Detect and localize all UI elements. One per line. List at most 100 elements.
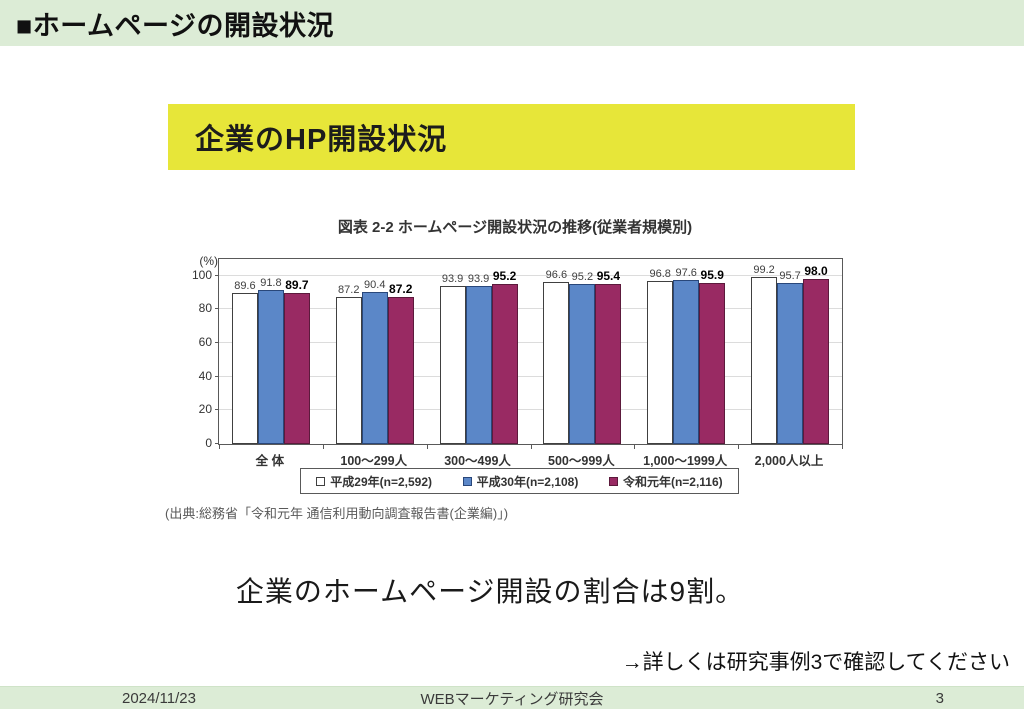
section-title-label: 企業のHP開設状況	[195, 124, 448, 156]
bar-value-label: 87.2	[389, 282, 413, 297]
x-axis-tick	[634, 444, 636, 449]
x-axis-tick	[842, 444, 843, 449]
bar-value-label: 89.6	[234, 280, 256, 293]
bar-value-label: 95.4	[596, 268, 621, 283]
legend-item: 平成29年(n=2,592)	[316, 473, 432, 490]
bar-value-label: 91.8	[260, 276, 282, 289]
footer-date: 2024/11/23	[122, 689, 196, 707]
bar-value-label: 99.2	[753, 264, 775, 277]
y-axis-unit-label: (%)	[199, 254, 218, 268]
chart-legend: 平成29年(n=2,592) 平成30年(n=2,108) 令和元年(n=2,116…	[300, 468, 739, 494]
y-axis-tick	[215, 342, 219, 344]
bar: 89.7	[283, 278, 310, 444]
source-citation: (出典:総務省「令和元年 通信利用動向調査報告書(企業編)」)	[165, 506, 509, 521]
footer-org-name: WEBマーケティング研究会	[420, 690, 604, 708]
bar-value-label: 96.8	[649, 268, 671, 281]
legend-marker	[316, 476, 326, 486]
bar: 95.9	[699, 268, 726, 444]
x-axis-label: 2,000人以上	[754, 454, 824, 468]
bar-group: 87.2 90.4 87.2	[323, 259, 427, 444]
slide-header-title: ■ホームページの開設状況	[16, 10, 334, 41]
bar: 98.0	[803, 264, 830, 444]
bar: 95.2	[491, 269, 518, 444]
bar-value-label: 95.9	[700, 267, 724, 282]
section-title-box: 企業のHP開設状況	[168, 104, 855, 170]
y-axis-label: 60	[198, 335, 212, 350]
bar: 93.9	[465, 273, 492, 444]
x-axis-tick	[738, 444, 740, 449]
gridline	[219, 308, 842, 310]
bar-value-label: 95.2	[492, 268, 517, 283]
legend-label: 平成29年(n=2,592)	[330, 474, 433, 489]
x-axis-label: 全 体	[255, 454, 285, 468]
y-axis-tick	[215, 274, 219, 276]
gridline	[219, 342, 842, 344]
bar-group: 96.6 95.2 95.4	[530, 259, 634, 444]
footer-band: 2024/11/23 WEBマーケティング研究会 3	[0, 686, 1024, 709]
bar: 95.2	[569, 271, 596, 444]
bar: 99.2	[751, 264, 778, 444]
x-axis-label: 100〜299人	[340, 454, 408, 468]
y-axis-tick	[215, 308, 219, 310]
y-axis-label: 100	[191, 267, 212, 282]
bar-value-label: 96.6	[545, 268, 568, 281]
bar-group: 96.8 97.6 95.9	[634, 259, 738, 444]
legend-marker	[462, 476, 472, 486]
bar-group: 93.9 93.9 95.2	[427, 259, 531, 444]
bar-value-label: 93.9	[467, 273, 490, 286]
bar-chart-figure: 図表 2-2 ホームページ開設状況の推移(従業者規模別) (%) 0 20 40 60…	[175, 212, 855, 497]
y-axis-label: 20	[198, 402, 212, 417]
x-axis-tick	[426, 444, 428, 449]
bar: 87.2	[335, 284, 362, 444]
bar: 96.8	[647, 268, 674, 444]
x-axis-tick	[322, 444, 324, 449]
bar: 96.6	[543, 269, 570, 444]
bar-group: 99.2 95.7 98.0	[738, 259, 842, 444]
x-axis-label: 300〜499人	[444, 454, 511, 468]
y-axis-tick	[215, 409, 219, 411]
gridline	[219, 274, 842, 276]
bar-value-label: 95.7	[779, 270, 801, 283]
x-axis-tick	[530, 444, 532, 449]
gridline	[219, 375, 842, 377]
plot-area: 89.6 91.8 89.7 87.2 90.4 87.2 93.9 93.9 95.2 96.6…	[215, 258, 843, 449]
bar: 95.4	[595, 269, 622, 444]
x-axis-labels: 全 体 100〜299人 300〜499人 500〜999人 1,000〜1999人 2,…	[218, 450, 841, 469]
bar-value-label: 93.9	[441, 273, 464, 286]
y-axis-label: 40	[198, 368, 212, 383]
x-axis-label: 500〜999人	[548, 454, 615, 468]
bar-value-label: 90.4	[364, 278, 386, 291]
bar: 87.2	[387, 282, 414, 444]
legend-label: 平成30年(n=2,108)	[476, 474, 579, 489]
bar: 89.6	[231, 280, 258, 444]
legend-label: 令和元年(n=2,116)	[622, 474, 723, 489]
legend-item: 令和元年(n=2,116)	[608, 473, 723, 490]
x-axis-tick	[219, 444, 220, 449]
x-axis-label: 1,000〜1999人	[643, 454, 728, 468]
y-axis-tick	[215, 375, 219, 377]
bar-groups: 89.6 91.8 89.7 87.2 90.4 87.2 93.9 93.9 95.2 96.6…	[219, 259, 842, 444]
reference-note: →詳しくは研究事例3で確認してください	[621, 651, 1010, 674]
bar-value-label: 87.2	[338, 284, 360, 297]
bar: 93.9	[439, 273, 466, 444]
y-axis-labels: 0 20 40 60 80 100	[175, 258, 212, 450]
y-axis-label: 0	[205, 436, 212, 450]
bar-value-label: 89.7	[285, 278, 309, 293]
bar: 91.8	[257, 277, 284, 444]
bar: 97.6	[673, 267, 700, 444]
bar: 90.4	[361, 279, 388, 444]
bar-value-label: 95.2	[571, 270, 594, 283]
legend-marker	[608, 476, 618, 486]
header-band: ■ホームページの開設状況	[0, 0, 1024, 46]
y-axis-tick	[215, 443, 219, 444]
bar-group: 89.6 91.8 89.7	[219, 259, 323, 444]
legend-item: 平成30年(n=2,108)	[462, 473, 579, 490]
chart-title: 図表 2-2 ホームページ開設状況の推移(従業者規模別)	[337, 219, 693, 236]
footer-page-number: 3	[935, 689, 944, 707]
y-axis-label: 80	[198, 301, 212, 316]
key-message: 企業のホームページ開設の割合は9割。	[235, 576, 745, 607]
bar-value-label: 98.0	[804, 264, 828, 279]
gridline	[219, 409, 842, 411]
bar: 95.7	[777, 270, 804, 444]
